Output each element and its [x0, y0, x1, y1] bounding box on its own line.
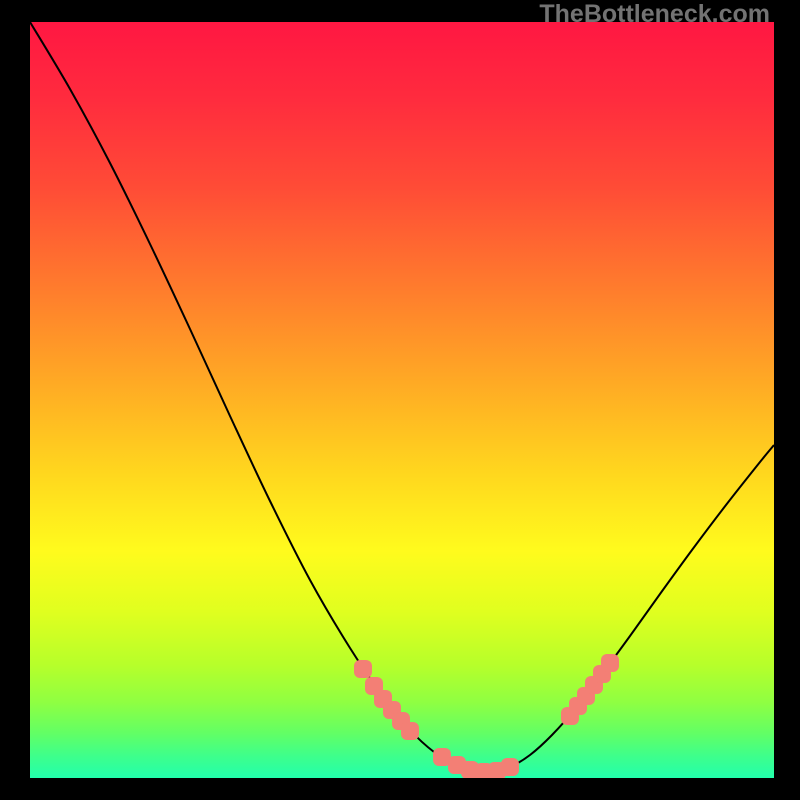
plot-area [30, 22, 774, 778]
curve-marker [501, 758, 519, 776]
gradient-background [30, 22, 774, 778]
curve-marker [354, 660, 372, 678]
chart-svg [30, 22, 774, 778]
curve-marker [601, 654, 619, 672]
watermark-text: TheBottleneck.com [539, 0, 770, 29]
chart-frame [30, 22, 774, 778]
curve-marker [401, 722, 419, 740]
